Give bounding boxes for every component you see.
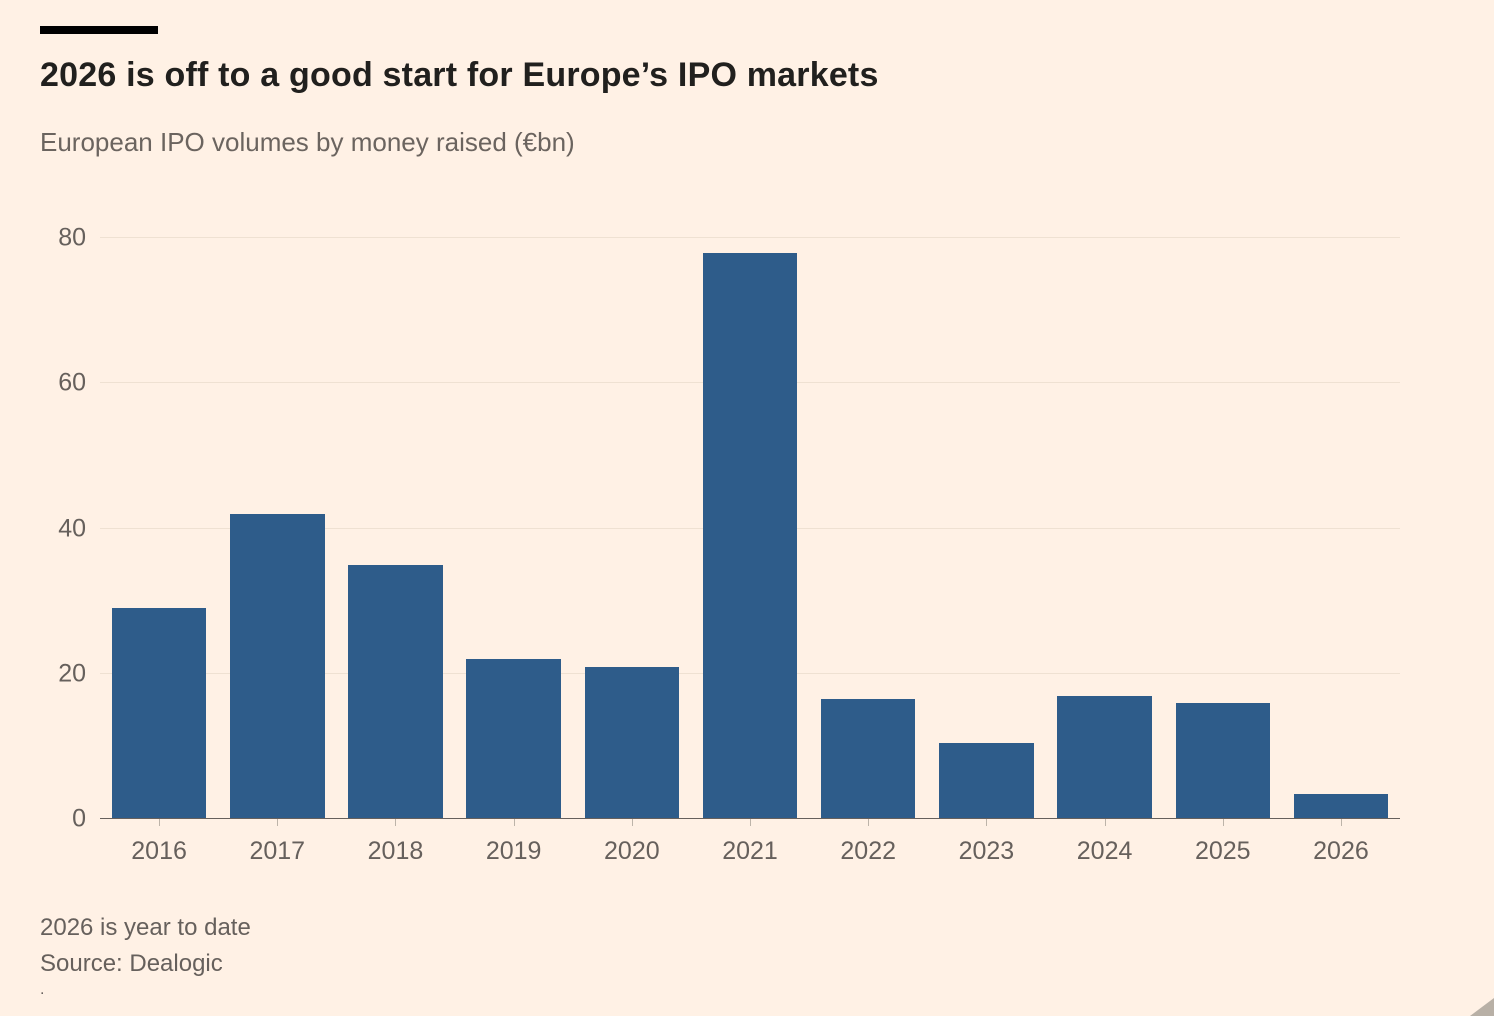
y-tick-label-0: 0	[72, 804, 86, 833]
x-tick-label-2021: 2021	[691, 819, 809, 866]
bar-slot-2018	[336, 238, 454, 819]
bar-slot-2026	[1282, 238, 1400, 819]
bar-2024	[1057, 695, 1152, 819]
x-tick-label-2023: 2023	[927, 819, 1045, 866]
bar-2026	[1293, 793, 1389, 819]
bar-2025	[1175, 702, 1271, 819]
y-tick-label-60: 60	[58, 368, 86, 397]
y-tick-label-80: 80	[58, 223, 86, 252]
bar-slot-2021	[691, 238, 809, 819]
bar-2016	[111, 608, 207, 819]
source: Source: Dealogic	[40, 950, 223, 977]
x-axis-labels: 2016 2017 2018 2019 2020 2021 2022 2023 2024 2025…	[100, 819, 1400, 866]
footnote: 2026 is year to date	[40, 914, 251, 941]
x-tick-label-2018: 2018	[336, 819, 454, 866]
x-tick-label-2016: 2016	[100, 819, 218, 866]
x-tick-label-2017: 2017	[218, 819, 336, 866]
y-tick-label-20: 20	[58, 659, 86, 688]
y-tick-label-40: 40	[58, 514, 86, 542]
ft-accent-bar	[40, 26, 158, 34]
x-tick-label-2020: 2020	[573, 819, 691, 866]
bar-slot-2023	[927, 238, 1045, 819]
plot-area	[100, 237, 1400, 819]
bar-2017	[230, 513, 325, 819]
bar-2023	[939, 742, 1034, 819]
bar-2020	[584, 666, 680, 819]
bar-slot-2017	[218, 238, 336, 819]
y-axis-labels: 0 20 40 60 80	[40, 224, 100, 833]
bar-2018	[348, 564, 443, 819]
plot-wrap: 2016 2017 2018 2019 2020 2021 2022 2023 2024 2025…	[100, 237, 1400, 866]
gridline-80	[100, 237, 1400, 238]
x-tick-label-2025: 2025	[1164, 819, 1282, 866]
bar-chart: 0 20 40 60 80 2016 2017 2018 2019 2020 2021 2022 20…	[40, 224, 1400, 866]
chart-subtitle: European IPO volumes by money raised (€b…	[40, 127, 575, 157]
chart-title: 2026 is off to a good start for Europe’s…	[40, 56, 879, 94]
bar-slot-2022	[809, 238, 927, 819]
bars	[100, 238, 1400, 819]
bar-slot-2019	[455, 238, 573, 819]
stray-dot: .	[40, 981, 45, 998]
chart-footer: 2026 is year to date Source: Dealogic .	[40, 910, 1454, 998]
bar-2022	[820, 699, 916, 819]
bar-slot-2020	[573, 238, 691, 819]
bar-slot-2016	[100, 238, 218, 819]
x-tick-label-2024: 2024	[1046, 819, 1164, 866]
x-tick-label-2022: 2022	[809, 819, 927, 866]
bar-2019	[466, 659, 561, 819]
resize-handle-icon[interactable]	[1470, 998, 1494, 1016]
bar-2021	[702, 252, 798, 819]
x-tick-label-2019: 2019	[455, 819, 573, 866]
bar-slot-2024	[1046, 238, 1164, 819]
bar-slot-2025	[1164, 238, 1282, 819]
x-tick-label-2026: 2026	[1282, 819, 1400, 866]
